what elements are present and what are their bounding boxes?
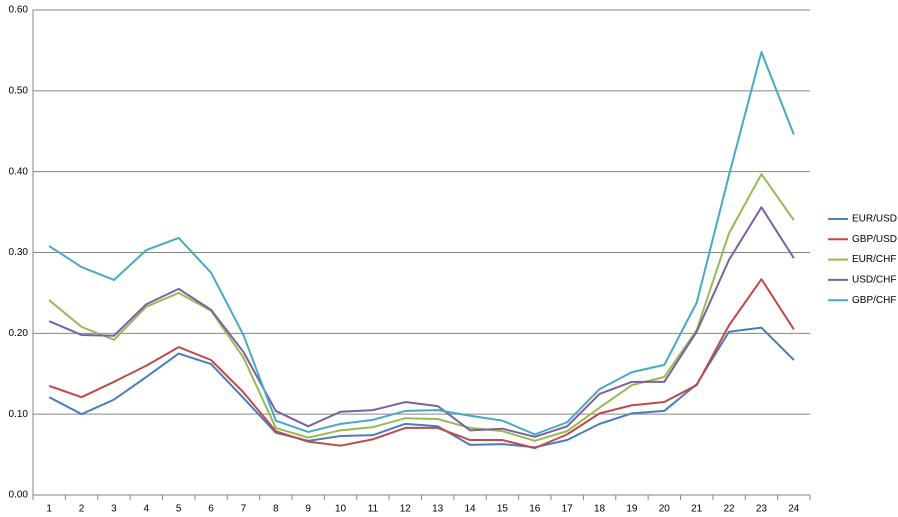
x-tick-label: 15: [497, 504, 509, 515]
x-tick-label: 13: [432, 504, 444, 515]
x-tick-label: 8: [273, 504, 279, 515]
x-tick-label: 22: [724, 504, 736, 515]
x-tick-label: 6: [208, 504, 214, 515]
y-tick-label: 0.50: [9, 85, 29, 96]
x-tick-label: 24: [788, 504, 800, 515]
legend-label: USD/CHF: [852, 275, 896, 286]
x-tick-label: 7: [241, 504, 247, 515]
x-tick-label: 16: [529, 504, 541, 515]
x-tick-label: 9: [305, 504, 311, 515]
legend-label: EUR/CHF: [852, 254, 896, 265]
legend-label: GBP/CHF: [852, 295, 896, 306]
x-tick-label: 3: [111, 504, 117, 515]
y-tick-label: 0.10: [9, 409, 29, 420]
x-tick-label: 19: [626, 504, 638, 515]
x-tick-label: 23: [756, 504, 768, 515]
x-tick-label: 10: [335, 504, 347, 515]
x-tick-label: 11: [368, 504, 379, 515]
y-tick-label: 0.40: [9, 166, 29, 177]
x-tick-label: 1: [46, 504, 52, 515]
x-tick-label: 18: [594, 504, 606, 515]
x-tick-label: 12: [400, 504, 412, 515]
legend-label: EUR/USD: [852, 214, 897, 225]
y-tick-label: 0.60: [9, 5, 29, 16]
series-line: [48, 326, 795, 449]
y-tick-label: 0.20: [9, 328, 29, 339]
y-tick-label: 0.00: [9, 490, 29, 501]
series-line: [48, 206, 795, 438]
y-tick-label: 0.30: [9, 247, 29, 258]
x-tick-label: 17: [562, 504, 574, 515]
series-line: [48, 173, 795, 442]
x-tick-label: 5: [176, 504, 182, 515]
legend-label: GBP/USD: [852, 234, 897, 245]
series-line: [48, 51, 795, 436]
x-tick-label: 4: [144, 504, 150, 515]
x-tick-label: 21: [691, 504, 703, 515]
series-line: [48, 278, 795, 450]
x-tick-label: 2: [79, 504, 85, 515]
x-tick-label: 20: [659, 504, 671, 515]
x-tick-label: 14: [465, 504, 477, 515]
